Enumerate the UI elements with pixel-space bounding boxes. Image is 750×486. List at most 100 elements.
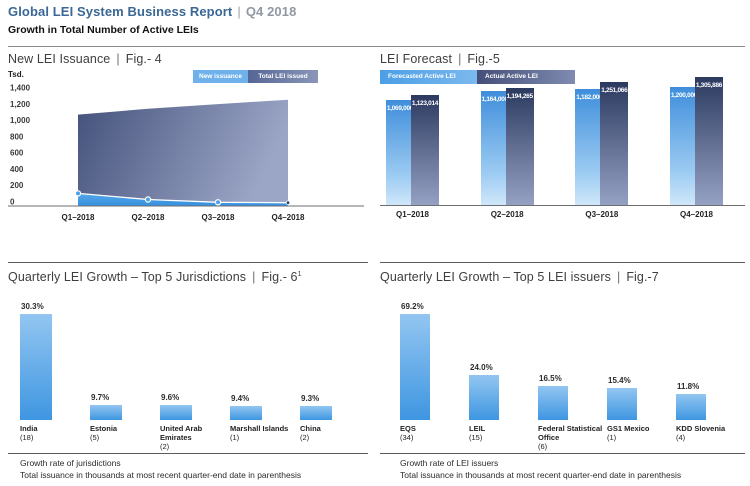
bar-zone: 30.3% [20, 298, 84, 420]
report-title: Global LEI System Business Report [8, 4, 233, 19]
area-chart-new-lei-issuance: 0 200 400 600 800 1,000 1,200 1,400 Q1–2018 Q2–20… [8, 84, 364, 222]
fig6-footnote-2: Total issuance in thousands at most rece… [20, 469, 302, 480]
category-name: Marshall Islands [230, 424, 289, 433]
y-tick-label: 0 [10, 198, 15, 207]
forecasted-value-label: 1,182,000 [576, 94, 603, 101]
category-label: China (2) [300, 424, 364, 442]
panel-top5-lei-issuers: Quarterly LEI Growth – Top 5 LEI issuers… [380, 262, 745, 486]
bar-zone: 24.0% [469, 298, 535, 420]
panel-new-lei-issuance: New LEI Issuance | Fig.- 4 Tsd. New issuan… [8, 50, 368, 232]
fig5-legend: Forecasted Active LEI Actual Active LEI [380, 70, 575, 84]
category-name: Estonia [90, 424, 118, 433]
fig4-title-separator: | [116, 52, 120, 66]
category-total: (15) [469, 433, 483, 442]
actual-bar: 1,305,886 [694, 77, 723, 205]
bar-chart-jurisdictions: 30.3% India (18) 9.7% Estonia (5) 9.6% United A… [8, 298, 364, 451]
growth-bar [300, 406, 332, 420]
percent-label: 69.2% [401, 302, 424, 311]
category-total: (18) [20, 433, 34, 442]
percent-label: 9.3% [301, 394, 320, 403]
actual-bar: 1,251,066 [600, 82, 629, 205]
bar-cell: 9.4% Marshall Islands (1) [230, 298, 294, 451]
fig4-legend: New issuance Total LEI issued [193, 70, 318, 83]
forecasted-value-label: 1,069,000 [386, 105, 414, 112]
category-name: GS1 Mexico [607, 424, 650, 433]
category-total: (2) [160, 442, 170, 451]
growth-bar [676, 394, 706, 420]
fig5-title-separator: | [458, 52, 462, 66]
percent-label: 9.4% [231, 394, 250, 403]
bar-zone: 9.4% [230, 298, 294, 420]
percent-label: 9.7% [91, 393, 110, 402]
x-axis-label: Q1–2018 [62, 213, 95, 222]
fig6-footnote-marker: 1 [297, 270, 302, 278]
category-total: (2) [300, 433, 310, 442]
bar-pair: 1,164,000 1,194,265 [480, 88, 534, 205]
legend-total-lei-issued: Total LEI issued [248, 70, 318, 83]
fig7-fig-label: Fig.-7 [626, 270, 659, 284]
y-tick-label: 1,400 [10, 84, 31, 93]
fig6-footnotes: Growth rate of jurisdictions Total issua… [8, 453, 368, 481]
category-label: KDD Slovenia (4) [676, 424, 750, 442]
bar-cell: 69.2% EQS (34) [400, 298, 466, 451]
fig6-title-text: Quarterly LEI Growth – Top 5 Jurisdictio… [8, 270, 247, 284]
x-axis-label: Q4–2018 [272, 213, 305, 222]
growth-bar [160, 405, 192, 420]
fig7-title-separator: | [616, 270, 621, 284]
data-point-marker [214, 199, 222, 206]
report-subtitle: Growth in Total Number of Active LEIs [8, 24, 199, 36]
category-label: India (18) [20, 424, 84, 442]
y-tick-label: 800 [10, 132, 24, 141]
bar-zone: 9.6% [160, 298, 224, 420]
data-point-marker [74, 190, 82, 197]
percent-label: 11.8% [677, 382, 700, 391]
category-label: GS1 Mexico (1) [607, 424, 687, 442]
category-label: Marshall Islands (1) [230, 424, 294, 442]
growth-bar [607, 388, 637, 420]
legend-new-issuance: New issuance [193, 70, 248, 83]
category-name: India [20, 424, 38, 433]
category-total: (1) [230, 433, 240, 442]
forecasted-bar: 1,182,000 [575, 89, 604, 205]
y-tick-label: 400 [10, 165, 24, 174]
percent-label: 24.0% [470, 363, 493, 372]
bar-zone: 9.3% [300, 298, 364, 420]
category-label: LEIL (15) [469, 424, 549, 442]
fig7-footnotes: Growth rate of LEI issuers Total issuanc… [380, 453, 745, 481]
fig4-title-text: New LEI Issuance [8, 52, 111, 66]
growth-bar [230, 406, 262, 420]
bar-cell: 30.3% India (18) [20, 298, 84, 451]
actual-bar: 1,194,265 [505, 88, 534, 205]
forecasted-value-label: 1,200,000 [670, 92, 698, 99]
category-total: (6) [538, 442, 548, 451]
category-name: EQS [400, 424, 416, 433]
bar-cell: 16.5% Federal Statistical Office (6) [538, 298, 604, 451]
actual-value-label: 1,305,886 [695, 82, 723, 89]
category-label: Estonia (5) [90, 424, 154, 442]
x-axis-label: Q2–2018 [490, 210, 524, 219]
x-axis-label: Q3–2018 [202, 213, 235, 222]
forecasted-bar: 1,069,000 [386, 100, 414, 205]
fig6-fig-label: Fig.- 6 [261, 270, 298, 284]
category-total: (4) [676, 433, 686, 442]
x-axis-label: Q4–2018 [680, 210, 713, 219]
panel-top5-jurisdictions: Quarterly LEI Growth – Top 5 Jurisdictio… [8, 262, 368, 486]
fig5-x-axis-labels: Q1–2018 Q2–2018 Q3–2018 Q4–2018 [380, 210, 745, 219]
header-divider [8, 46, 745, 47]
growth-bar [20, 314, 52, 420]
y-tick-label: 600 [10, 149, 24, 158]
percent-label: 9.6% [161, 393, 180, 402]
category-label: United Arab Emirates (2) [160, 424, 224, 451]
percent-label: 16.5% [539, 374, 562, 383]
new-issuance-line [77, 192, 289, 204]
bar-pair: 1,182,000 1,251,066 [575, 82, 629, 205]
category-total: (5) [90, 433, 100, 442]
actual-value-label: 1,251,066 [601, 87, 628, 94]
category-name: LEIL [469, 424, 486, 433]
fig6-title: Quarterly LEI Growth – Top 5 Jurisdictio… [8, 270, 302, 284]
growth-bar [400, 314, 430, 420]
fig7-footnote-1: Growth rate of LEI issuers [400, 458, 499, 468]
y-tick-label: 1,000 [10, 116, 31, 125]
y-axis-unit-label: Tsd. [8, 70, 24, 79]
